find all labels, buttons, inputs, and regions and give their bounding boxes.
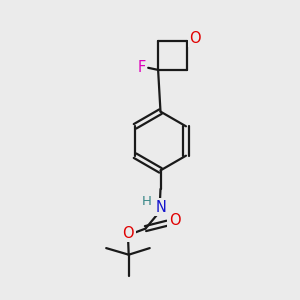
Text: O: O — [169, 213, 180, 228]
Text: N: N — [156, 200, 167, 214]
Text: F: F — [137, 60, 146, 75]
Text: O: O — [122, 226, 134, 241]
Text: H: H — [142, 195, 151, 208]
Text: O: O — [190, 31, 201, 46]
